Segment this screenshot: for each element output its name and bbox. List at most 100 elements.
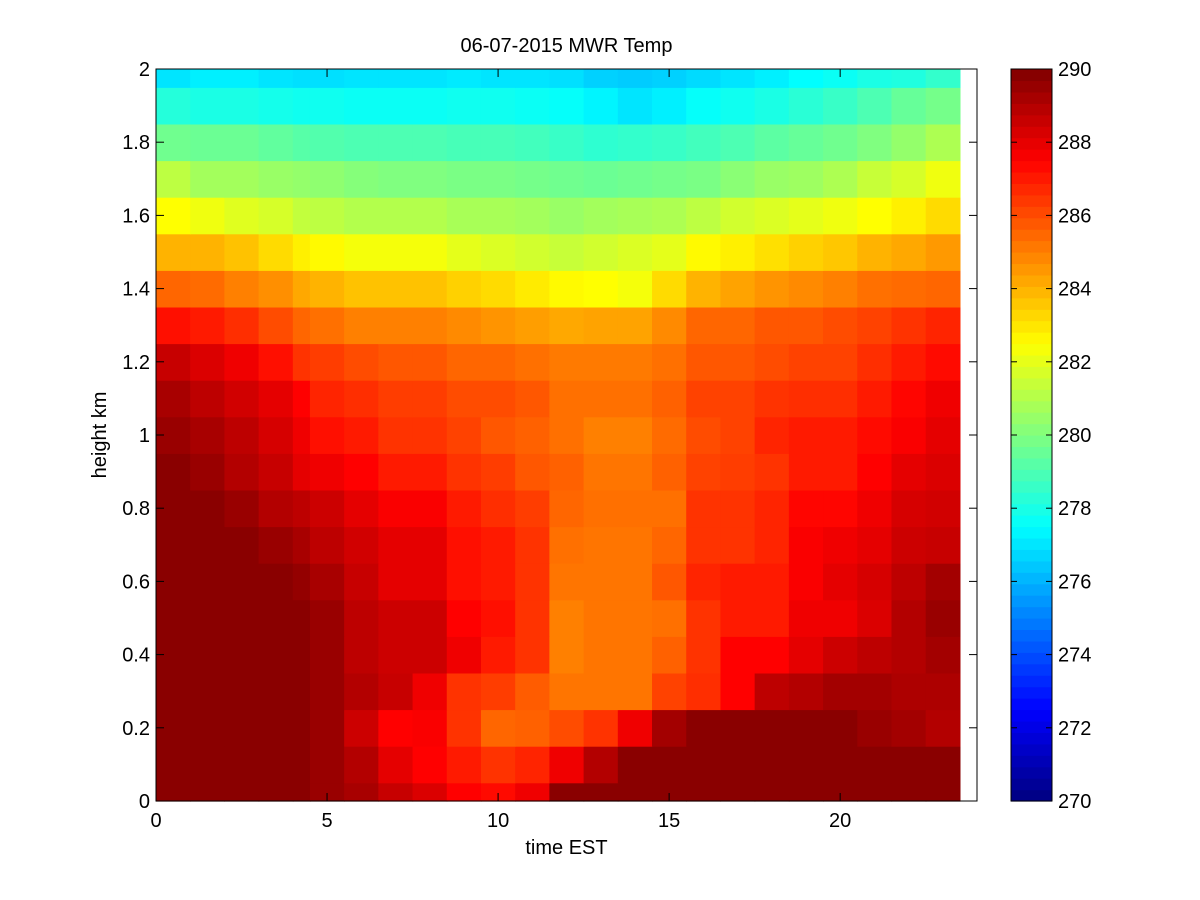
heatmap-cell xyxy=(925,526,961,564)
heatmap-cell xyxy=(549,709,585,747)
heatmap-cell xyxy=(446,636,482,674)
heatmap-cell xyxy=(754,343,790,381)
heatmap-cell xyxy=(686,233,722,271)
colorbar-ticks: 270 272 274 276 278 280 282 284 286 288 290 xyxy=(1011,59,1091,813)
colorbar-segment xyxy=(1011,206,1052,219)
heatmap-cell xyxy=(891,233,927,271)
heatmap-cell xyxy=(190,233,226,271)
heatmap-cell xyxy=(823,197,858,235)
heatmap-cell xyxy=(292,526,311,564)
colorbar-tick-label: 288 xyxy=(1058,132,1091,154)
heatmap-cell xyxy=(823,599,858,637)
heatmap-cell xyxy=(224,123,260,162)
colorbar-segment xyxy=(1011,332,1052,345)
heatmap-cells xyxy=(156,69,961,802)
heatmap-cell xyxy=(258,233,294,271)
heatmap-cell xyxy=(224,343,260,381)
colorbar-segment xyxy=(1011,252,1052,265)
heatmap-cell xyxy=(720,69,756,88)
heatmap-cell xyxy=(190,746,226,784)
heatmap-cell xyxy=(515,343,550,381)
heatmap-cell xyxy=(446,709,482,747)
heatmap-cell xyxy=(686,416,722,454)
heatmap-cell xyxy=(549,270,585,308)
x-tick-label: 0 xyxy=(150,810,161,832)
heatmap-cell xyxy=(823,69,858,88)
heatmap-cell xyxy=(925,599,961,637)
heatmap-cell xyxy=(344,782,379,802)
heatmap-cell xyxy=(412,709,448,747)
heatmap-cell xyxy=(754,306,790,345)
heatmap-cell xyxy=(412,636,448,674)
heatmap-cell xyxy=(258,782,294,802)
heatmap-cell xyxy=(925,233,961,271)
heatmap-cell xyxy=(309,709,345,747)
colorbar-segment xyxy=(1011,446,1052,459)
x-tick-label: 20 xyxy=(829,810,851,832)
heatmap-cell xyxy=(190,69,226,88)
heatmap-cell xyxy=(549,563,585,601)
heatmap-cell xyxy=(344,87,379,125)
heatmap-cell xyxy=(925,746,961,784)
heatmap-cell xyxy=(652,782,687,802)
heatmap-cell xyxy=(686,69,722,88)
heatmap-cell xyxy=(190,782,226,802)
x-axis-label: time EST xyxy=(525,837,607,859)
heatmap-cell xyxy=(617,453,653,491)
heatmap-cell xyxy=(823,233,858,271)
heatmap-cell xyxy=(857,636,893,674)
heatmap-cell xyxy=(857,233,893,271)
heatmap-cell xyxy=(446,672,482,711)
heatmap-cell xyxy=(309,416,345,454)
y-tick-label: 2 xyxy=(139,59,150,81)
heatmap-cell xyxy=(446,160,482,198)
y-tick-label: 0.2 xyxy=(122,718,150,740)
heatmap-cell xyxy=(925,489,961,528)
heatmap-cell xyxy=(480,160,516,198)
colorbar-segment xyxy=(1011,663,1052,676)
heatmap-cell xyxy=(686,453,722,491)
colorbar-tick-label: 284 xyxy=(1058,279,1091,301)
heatmap-cell xyxy=(823,746,858,784)
heatmap-cell xyxy=(720,489,756,528)
heatmap-cell xyxy=(720,453,756,491)
colorbar-segment xyxy=(1011,126,1052,139)
heatmap-cell xyxy=(258,636,294,674)
colorbar-segment xyxy=(1011,389,1052,402)
heatmap-cell xyxy=(891,306,927,345)
heatmap-cell xyxy=(652,69,687,88)
heatmap-cell xyxy=(224,709,260,747)
heatmap-cell xyxy=(309,380,345,418)
heatmap-cell xyxy=(549,636,585,674)
heatmap-cell xyxy=(446,87,482,125)
colorbar-segment xyxy=(1011,469,1052,482)
heatmap-cell xyxy=(686,87,722,125)
heatmap-cell xyxy=(720,746,756,784)
heatmap-cell xyxy=(224,306,260,345)
heatmap-cell xyxy=(857,746,893,784)
heatmap-cell xyxy=(224,416,260,454)
heatmap-cell xyxy=(925,270,961,308)
heatmap-cell xyxy=(190,197,226,235)
heatmap-cell xyxy=(652,453,687,491)
heatmap-cell xyxy=(156,160,191,198)
heatmap-cell xyxy=(652,123,687,162)
colorbar-segment xyxy=(1011,309,1052,322)
heatmap-cell xyxy=(309,746,345,784)
heatmap-cell xyxy=(617,563,653,601)
heatmap-cell xyxy=(344,306,379,345)
heatmap-cell xyxy=(549,233,585,271)
heatmap-cell xyxy=(891,526,927,564)
heatmap-cell xyxy=(823,306,858,345)
y-tick-label: 1.4 xyxy=(122,279,150,301)
colorbar-segment xyxy=(1011,183,1052,196)
heatmap-cell xyxy=(583,270,619,308)
heatmap-cell xyxy=(224,599,260,637)
heatmap-cell xyxy=(344,709,379,747)
colorbar-segment xyxy=(1011,698,1052,711)
heatmap-cell xyxy=(925,782,961,802)
heatmap-cell xyxy=(925,343,961,381)
heatmap-cell xyxy=(190,599,226,637)
heatmap-cell xyxy=(857,672,893,711)
heatmap-cell xyxy=(857,489,893,528)
